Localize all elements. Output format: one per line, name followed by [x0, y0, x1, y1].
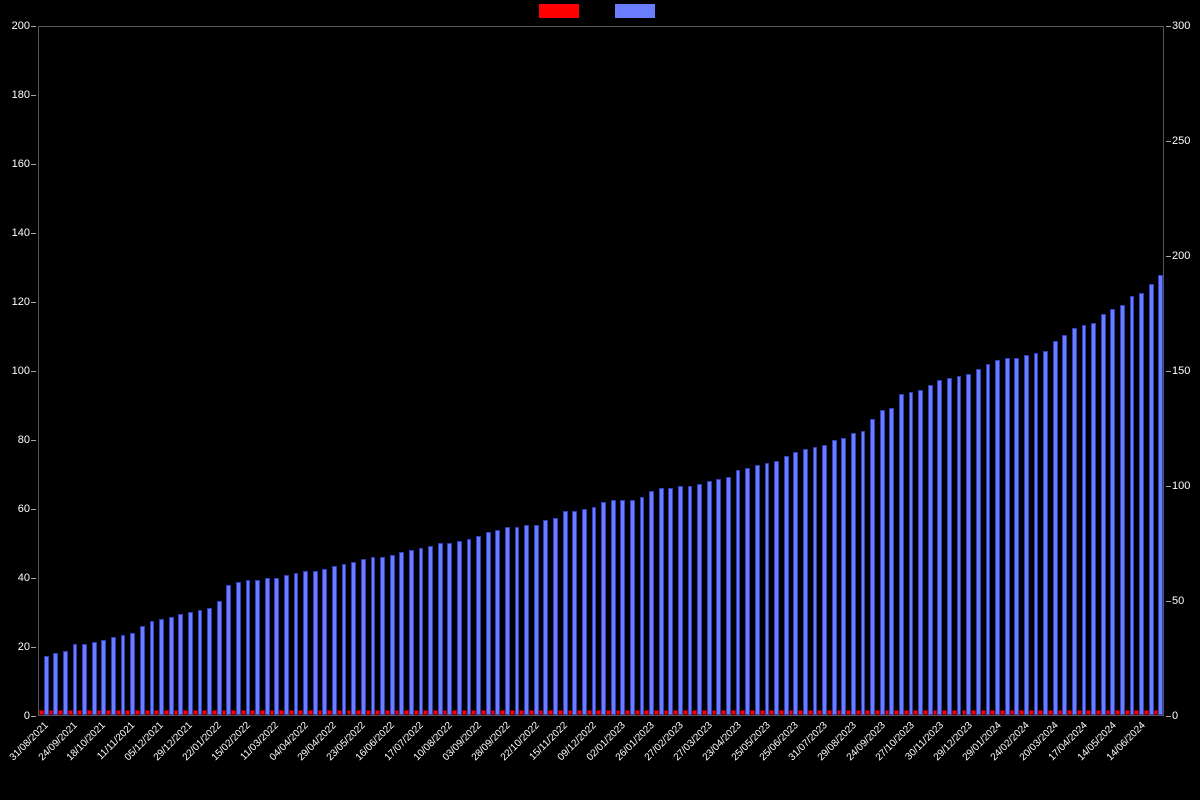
legend-item-blue — [615, 4, 661, 18]
y-left-tick-label: 120 — [12, 296, 30, 308]
y-left-tick-label: 40 — [18, 572, 30, 584]
legend-item-red — [539, 4, 585, 18]
y-left-tick-label: 0 — [24, 710, 30, 722]
y-left-tick-label: 180 — [12, 89, 30, 101]
y-left-tick-label: 160 — [12, 158, 30, 170]
bars-group — [39, 27, 1163, 715]
legend-swatch-blue — [615, 4, 655, 18]
legend-swatch-red — [539, 4, 579, 18]
y-right-tick-label: 250 — [1172, 135, 1190, 147]
y-right-tick-label: 300 — [1172, 20, 1190, 32]
bar-blue — [1158, 275, 1163, 715]
y-left-tick-label: 100 — [12, 365, 30, 377]
x-axis: 31/08/202124/09/202118/10/202111/11/2021… — [38, 716, 1164, 800]
plot-area — [38, 26, 1164, 716]
chart-container: 0 20 40 60 80 100 120 140 160 180 200 0 50 100 150 200… — [0, 0, 1200, 800]
y-axis-left: 020406080100120140160180200 — [0, 26, 36, 716]
y-right-tick-label: 50 — [1172, 595, 1184, 607]
y-left-tick-label: 20 — [18, 641, 30, 653]
y-left-tick-label: 200 — [12, 20, 30, 32]
y-right-tick-label: 150 — [1172, 365, 1190, 377]
y-right-tick-label: 100 — [1172, 480, 1190, 492]
y-left-tick-label: 140 — [12, 227, 30, 239]
y-left-tick-label: 60 — [18, 503, 30, 515]
legend — [539, 4, 661, 18]
y-right-tick-label: 200 — [1172, 250, 1190, 262]
y-right-tick-label: 0 — [1172, 710, 1178, 722]
y-axis-right: 050100150200250300 — [1166, 26, 1200, 716]
y-left-tick-label: 80 — [18, 434, 30, 446]
